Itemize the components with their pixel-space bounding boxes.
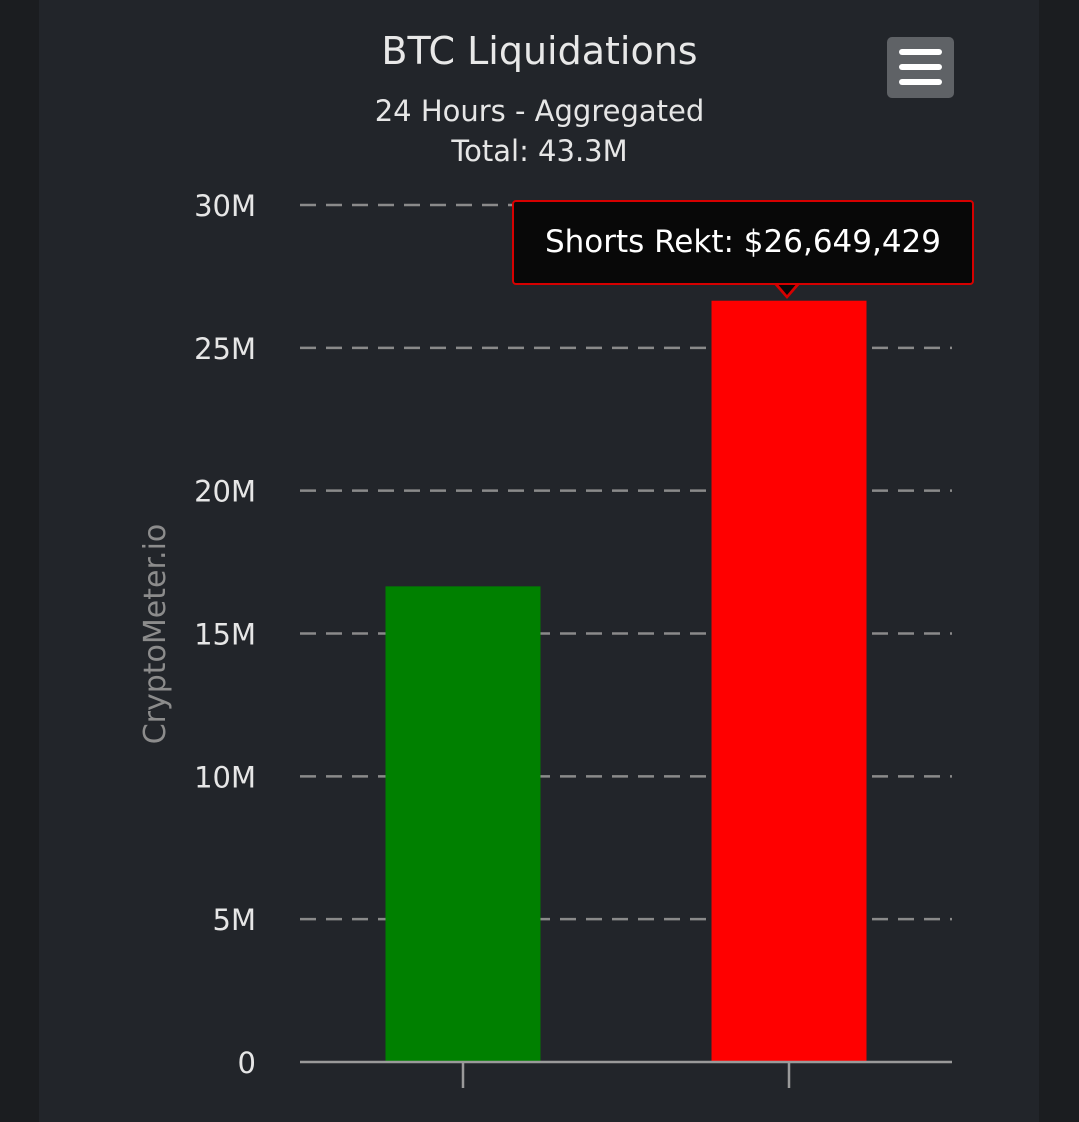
y-tick-label: 5M <box>213 903 256 937</box>
hamburger-menu-icon <box>899 79 942 85</box>
y-tick-label: 20M <box>194 475 256 509</box>
chart-title: BTC Liquidations <box>381 29 698 73</box>
bar-tooltip: Shorts Rekt: $26,649,429 <box>512 200 974 285</box>
bar <box>711 300 867 1063</box>
chart-subtitle-line-1: 24 Hours - Aggregated <box>374 94 705 128</box>
chart-menu-button[interactable] <box>887 37 954 98</box>
bar <box>385 586 541 1062</box>
hamburger-menu-icon <box>899 49 942 55</box>
y-tick-label: 15M <box>194 618 256 652</box>
hamburger-menu-icon <box>899 64 942 70</box>
tooltip-arrow-fill <box>776 282 798 295</box>
y-tick-label: 30M <box>194 189 256 223</box>
chart-subtitle-line-2: Total: 43.3M <box>451 134 628 168</box>
y-tick-label: 0 <box>238 1046 256 1080</box>
y-axis-title: CryptoMeter.io <box>138 524 173 745</box>
y-tick-label: 10M <box>194 760 256 794</box>
y-tick-label: 25M <box>194 332 256 366</box>
